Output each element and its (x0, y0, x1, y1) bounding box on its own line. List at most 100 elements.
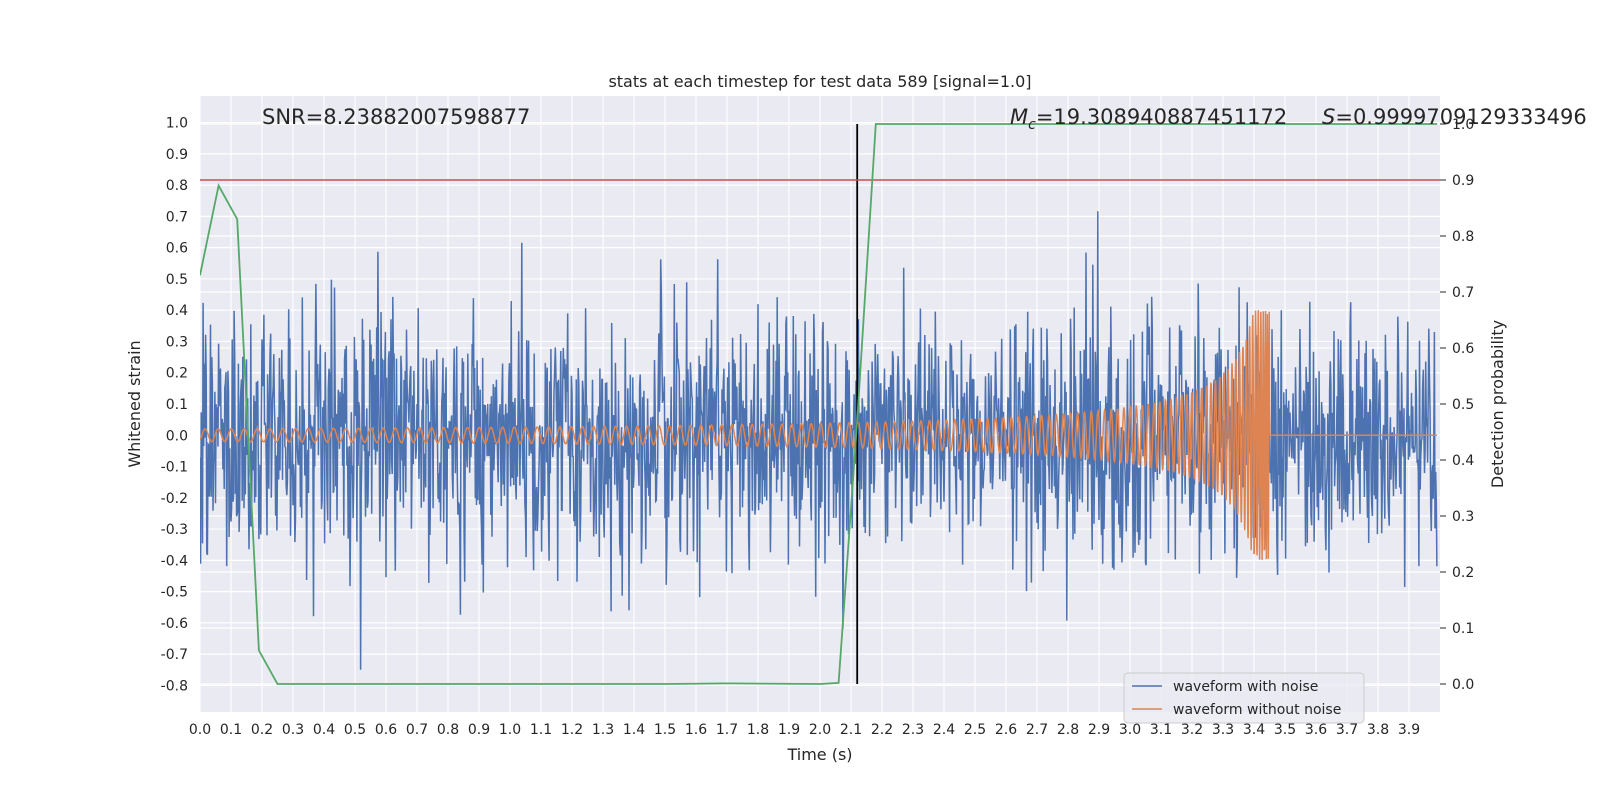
x-tick-label: 3.4 (1243, 722, 1265, 738)
x-tick-label: 3.0 (1119, 722, 1141, 738)
x-tick-label: 2.3 (902, 722, 924, 738)
probability-point (974, 123, 976, 125)
x-tick-label: 3.1 (1150, 722, 1172, 738)
y2-tick-label: 0.8 (1452, 229, 1474, 245)
x-tick-label: 3.5 (1274, 722, 1296, 738)
x-tick-label: 2.6 (995, 722, 1017, 738)
legend-label-with-noise: waveform with noise (1173, 679, 1318, 695)
series-waveform-without-noise (200, 310, 1437, 560)
x-tick-label: 2.2 (871, 722, 893, 738)
y2-axis-ticks: 1.0 0.9 0.8 0.7 0.6 0.5 0.4 0.3 0.2 0.1 0.0 (1440, 117, 1474, 693)
y-tick-label: -0.3 (161, 522, 188, 538)
x-tick-label: 3.3 (1212, 722, 1234, 738)
y2-tick-label: 0.7 (1452, 285, 1474, 301)
y-tick-label: -0.8 (161, 678, 188, 694)
x-tick-label: 1.6 (685, 722, 707, 738)
snr-annotation: SNR=8.23882007598877 (262, 105, 530, 129)
x-tick-label: 0.5 (344, 722, 366, 738)
y2-tick-label: 1.0 (1452, 117, 1474, 133)
legend-box (1123, 672, 1365, 724)
score-symbol: S (1322, 105, 1335, 129)
x-tick-label: 0.6 (375, 722, 397, 738)
probability-point (838, 682, 840, 684)
x-tick-label: 1.7 (716, 722, 738, 738)
y2-tick-label: 0.1 (1452, 621, 1474, 637)
y-tick-label: 0.5 (166, 272, 188, 288)
score-annotation: S=0.9999709129333496 (1322, 105, 1587, 129)
x-tick-label: 2.0 (809, 722, 831, 738)
x-tick-label: 0.2 (251, 722, 273, 738)
x-tick-label: 0.0 (189, 722, 211, 738)
x-tick-label: 1.0 (499, 722, 521, 738)
y2-tick-label: 0.9 (1452, 173, 1474, 189)
probability-point (1129, 123, 1131, 125)
x-tick-label: 0.7 (406, 722, 428, 738)
y-tick-label: 0.8 (166, 178, 188, 194)
x-tick-label: 3.8 (1367, 722, 1389, 738)
x-tick-label: 2.8 (1057, 722, 1079, 738)
y-tick-label: 0.2 (166, 366, 188, 382)
x-tick-label: 1.1 (530, 722, 552, 738)
probability-point (1436, 123, 1438, 125)
x-tick-label: 3.7 (1336, 722, 1358, 738)
x-tick-label: 2.9 (1088, 722, 1110, 738)
x-tick-label: 1.3 (592, 722, 614, 738)
y-tick-label: 0.3 (166, 334, 188, 350)
probability-point (819, 683, 821, 685)
y-tick-label: 0.7 (166, 209, 188, 225)
x-tick-label: 2.7 (1026, 722, 1048, 738)
y-tick-label: 1.0 (166, 116, 188, 132)
probability-point (277, 683, 278, 685)
y-tick-label: 0.0 (166, 428, 188, 444)
probability-point (258, 649, 260, 651)
probability-point (726, 682, 728, 684)
x-tick-label: 2.5 (964, 722, 986, 738)
y-tick-label: -0.2 (161, 491, 188, 507)
x-tick-label: 0.8 (437, 722, 459, 738)
y-axis-label: Whitened strain (125, 340, 144, 467)
chirp-mass-symbol: M (1010, 105, 1028, 129)
x-tick-label: 3.6 (1305, 722, 1327, 738)
y-axis-ticks: 1.0 0.9 0.8 0.7 0.6 0.5 0.4 0.3 0.2 0.1 0.0 -0.1 -0.… (161, 116, 188, 695)
x-axis-label: Time (s) (786, 745, 852, 764)
y-tick-label: -0.7 (161, 647, 188, 663)
y-tick-label: -0.4 (161, 553, 188, 569)
chart-title: stats at each timestep for test data 589… (608, 72, 1031, 91)
x-tick-label: 1.4 (623, 722, 645, 738)
y2-tick-label: 0.4 (1452, 453, 1474, 469)
y-tick-label: -0.6 (161, 616, 188, 632)
x-tick-label: 0.4 (313, 722, 335, 738)
y2-axis-label: Detection probability (1488, 320, 1507, 488)
y2-tick-label: 0.6 (1452, 341, 1474, 357)
probability-point (664, 683, 666, 685)
y2-tick-label: 0.0 (1452, 677, 1474, 693)
x-tick-label: 3.2 (1181, 722, 1203, 738)
y-tick-label: 0.9 (166, 147, 188, 163)
detection-probability-points (200, 123, 1438, 685)
x-tick-label: 1.8 (747, 722, 769, 738)
x-tick-label: 0.3 (282, 722, 304, 738)
y-tick-label: -0.1 (161, 460, 188, 476)
score-value: =0.9999709129333496 (1335, 105, 1586, 129)
x-tick-label: 0.1 (220, 722, 242, 738)
x-tick-label: 3.9 (1398, 722, 1420, 738)
x-axis-ticks: 0.0 0.1 0.2 0.3 0.4 0.5 0.6 0.7 0.8 0.9 1.0 1.1 1.2 1… (189, 722, 1420, 738)
chirp-mass-value: =19.308940887451172 (1036, 105, 1287, 129)
legend-label-without-noise: waveform without noise (1173, 702, 1341, 718)
y-tick-label: -0.5 (161, 585, 188, 601)
y2-tick-label: 0.5 (1452, 397, 1474, 413)
x-tick-label: 1.9 (778, 722, 800, 738)
chirp-mass-subscript: c (1028, 117, 1036, 133)
probability-point (1284, 123, 1286, 125)
probability-point (218, 185, 220, 187)
x-tick-label: 1.5 (654, 722, 676, 738)
y2-tick-label: 0.2 (1452, 565, 1474, 581)
chirp-mass-annotation: Mc=19.308940887451172 (1010, 105, 1287, 133)
x-tick-label: 2.1 (840, 722, 862, 738)
probability-point (856, 420, 858, 422)
legend: waveform with noise waveform without noi… (1123, 672, 1365, 724)
y2-tick-label: 0.3 (1452, 509, 1474, 525)
probability-point (200, 274, 201, 276)
y-tick-label: 0.6 (166, 241, 188, 257)
